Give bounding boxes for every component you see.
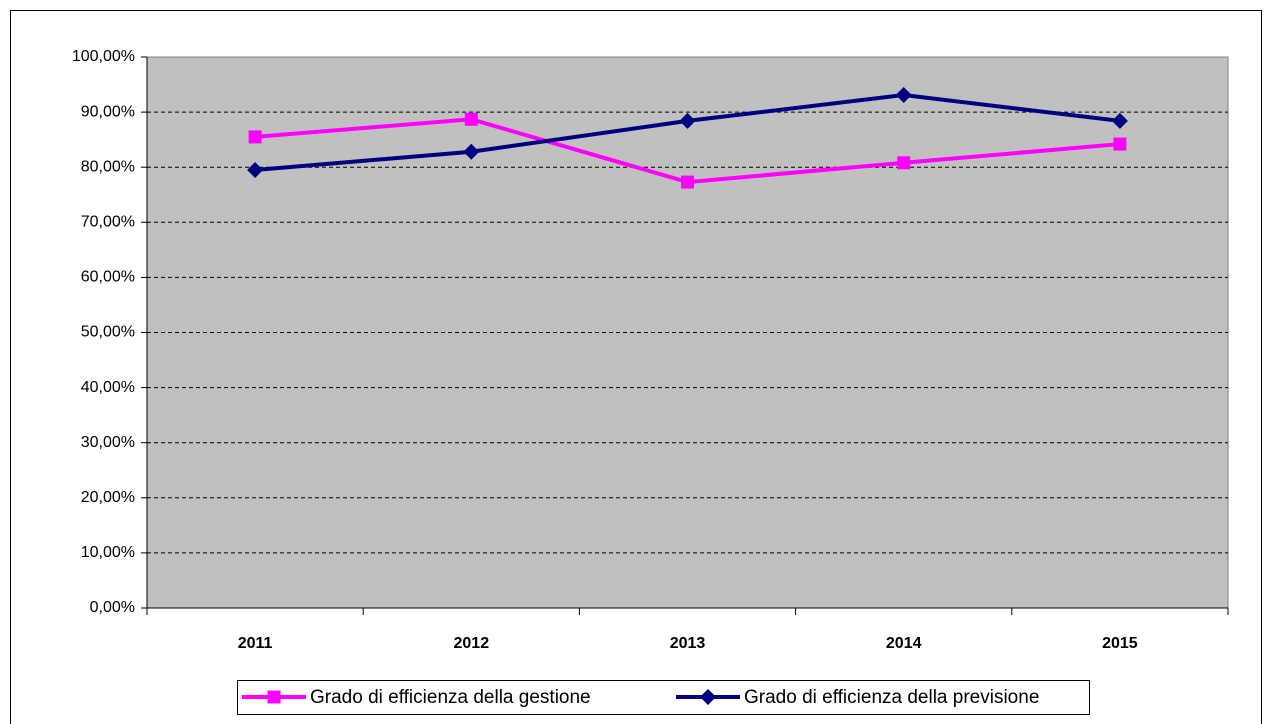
- y-tick-label: 40,00%: [81, 379, 135, 396]
- x-tick-label: 2014: [886, 635, 922, 652]
- marker: [681, 175, 694, 189]
- marker: [463, 143, 480, 160]
- y-tick-label: 10,00%: [81, 544, 135, 561]
- x-tick-label: 2015: [1102, 635, 1138, 652]
- y-tick-label: 20,00%: [81, 489, 135, 506]
- y-tick-label: 50,00%: [81, 324, 135, 341]
- marker: [679, 112, 696, 129]
- legend-label: Grado di efficienza della previsione: [744, 687, 1039, 708]
- y-tick-label: 60,00%: [81, 269, 135, 286]
- marker: [700, 689, 716, 705]
- marker: [267, 690, 281, 704]
- marker: [897, 156, 911, 170]
- x-tick-label: 2011: [238, 635, 273, 652]
- y-tick-label: 0,00%: [90, 599, 135, 616]
- legend-label: Grado di efficienza della gestione: [310, 687, 591, 708]
- marker: [247, 161, 264, 178]
- marker: [1113, 137, 1127, 151]
- y-tick-label: 80,00%: [81, 158, 135, 175]
- marker: [895, 87, 912, 104]
- marker: [248, 130, 262, 144]
- y-tick-label: 90,00%: [81, 103, 135, 120]
- x-tick-label: 2012: [454, 635, 490, 652]
- marker: [1111, 112, 1128, 129]
- y-tick-label: 30,00%: [81, 434, 135, 451]
- x-tick-label: 2013: [670, 635, 706, 652]
- marker: [464, 112, 478, 126]
- legend: [237, 680, 1090, 715]
- y-tick-label: 70,00%: [81, 214, 135, 231]
- y-tick-label: 100,00%: [72, 48, 135, 65]
